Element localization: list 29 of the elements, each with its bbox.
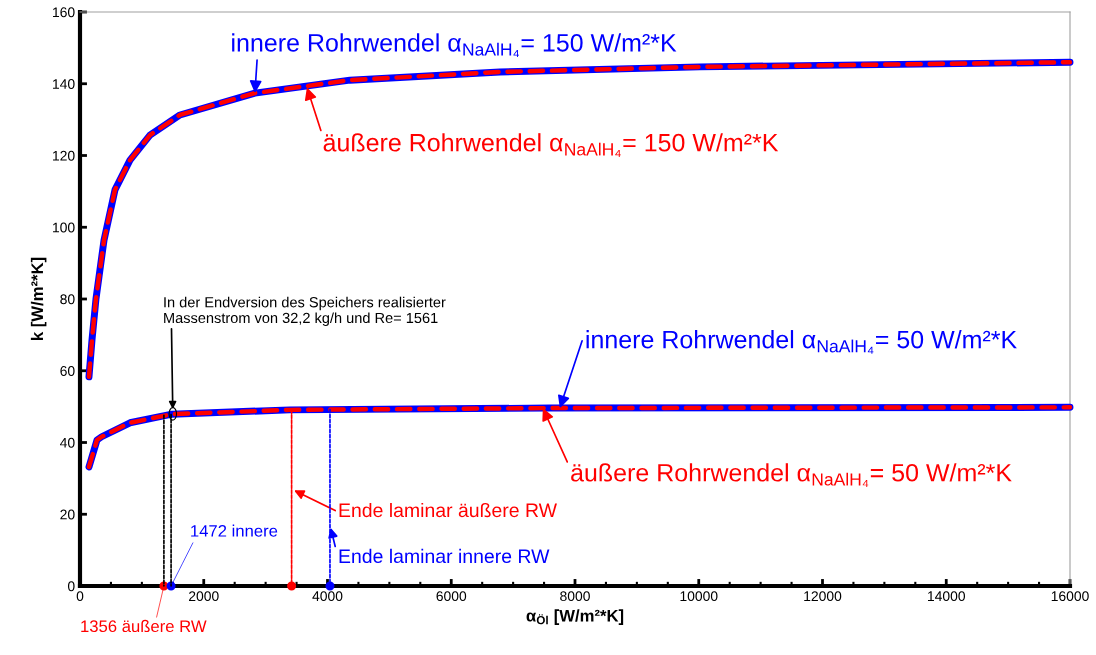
y-tick-label: 160	[53, 7, 75, 18]
x-tick-label: 16000	[1051, 591, 1089, 602]
annotation: In der Endversion des Speichers realisierter Massenstrom von 32,2 kg/h und Re= 1561	[164, 296, 446, 326]
y-tick-label: 0	[67, 581, 75, 592]
y-tick-label: 80	[60, 294, 75, 305]
annotation: Ende laminar äußere RW	[339, 502, 557, 518]
annotation: 1472 innere	[191, 524, 278, 537]
annotation: äußere Rohrwendel α$_{NaAlH₄}$= 50 W/m²*K	[571, 463, 1012, 487]
x-tick-label: 2000	[189, 591, 219, 602]
annotation: Ende laminar innere RW	[339, 548, 550, 564]
annotation: innere Rohrwendel α$_{NaAlH₄}$= 150 W/m²*K	[232, 33, 677, 58]
x-tick-label: 8000	[560, 591, 590, 602]
x-tick-label: 0	[76, 591, 84, 602]
x-tick-label: 12000	[804, 591, 842, 602]
y-tick-label: 60	[60, 366, 75, 376]
x-tick-label: 10000	[680, 591, 718, 602]
x-tick-label: 4000	[312, 591, 343, 602]
y-tick-label: 140	[53, 79, 75, 89]
y-axis-title: k [W/m²*K]	[30, 257, 47, 340]
x-tick-label: 6000	[436, 591, 467, 602]
annotation: 1356 äußere RW	[81, 619, 207, 633]
y-tick-label: 120	[53, 150, 75, 161]
x-axis-title: α$_{Öl}$ [W/m²*K]	[526, 609, 624, 625]
x-tick-label: 14000	[928, 591, 966, 602]
y-tick-label: 20	[60, 509, 75, 520]
y-tick-label: 40	[60, 437, 75, 448]
annotation: äußere Rohrwendel α$_{NaAlH₄}$= 150 W/m²*K	[323, 133, 779, 157]
y-tick-label: 100	[53, 222, 75, 233]
annotation: innere Rohrwendel α$_{NaAlH₄}$= 50 W/m²*K	[586, 330, 1017, 354]
